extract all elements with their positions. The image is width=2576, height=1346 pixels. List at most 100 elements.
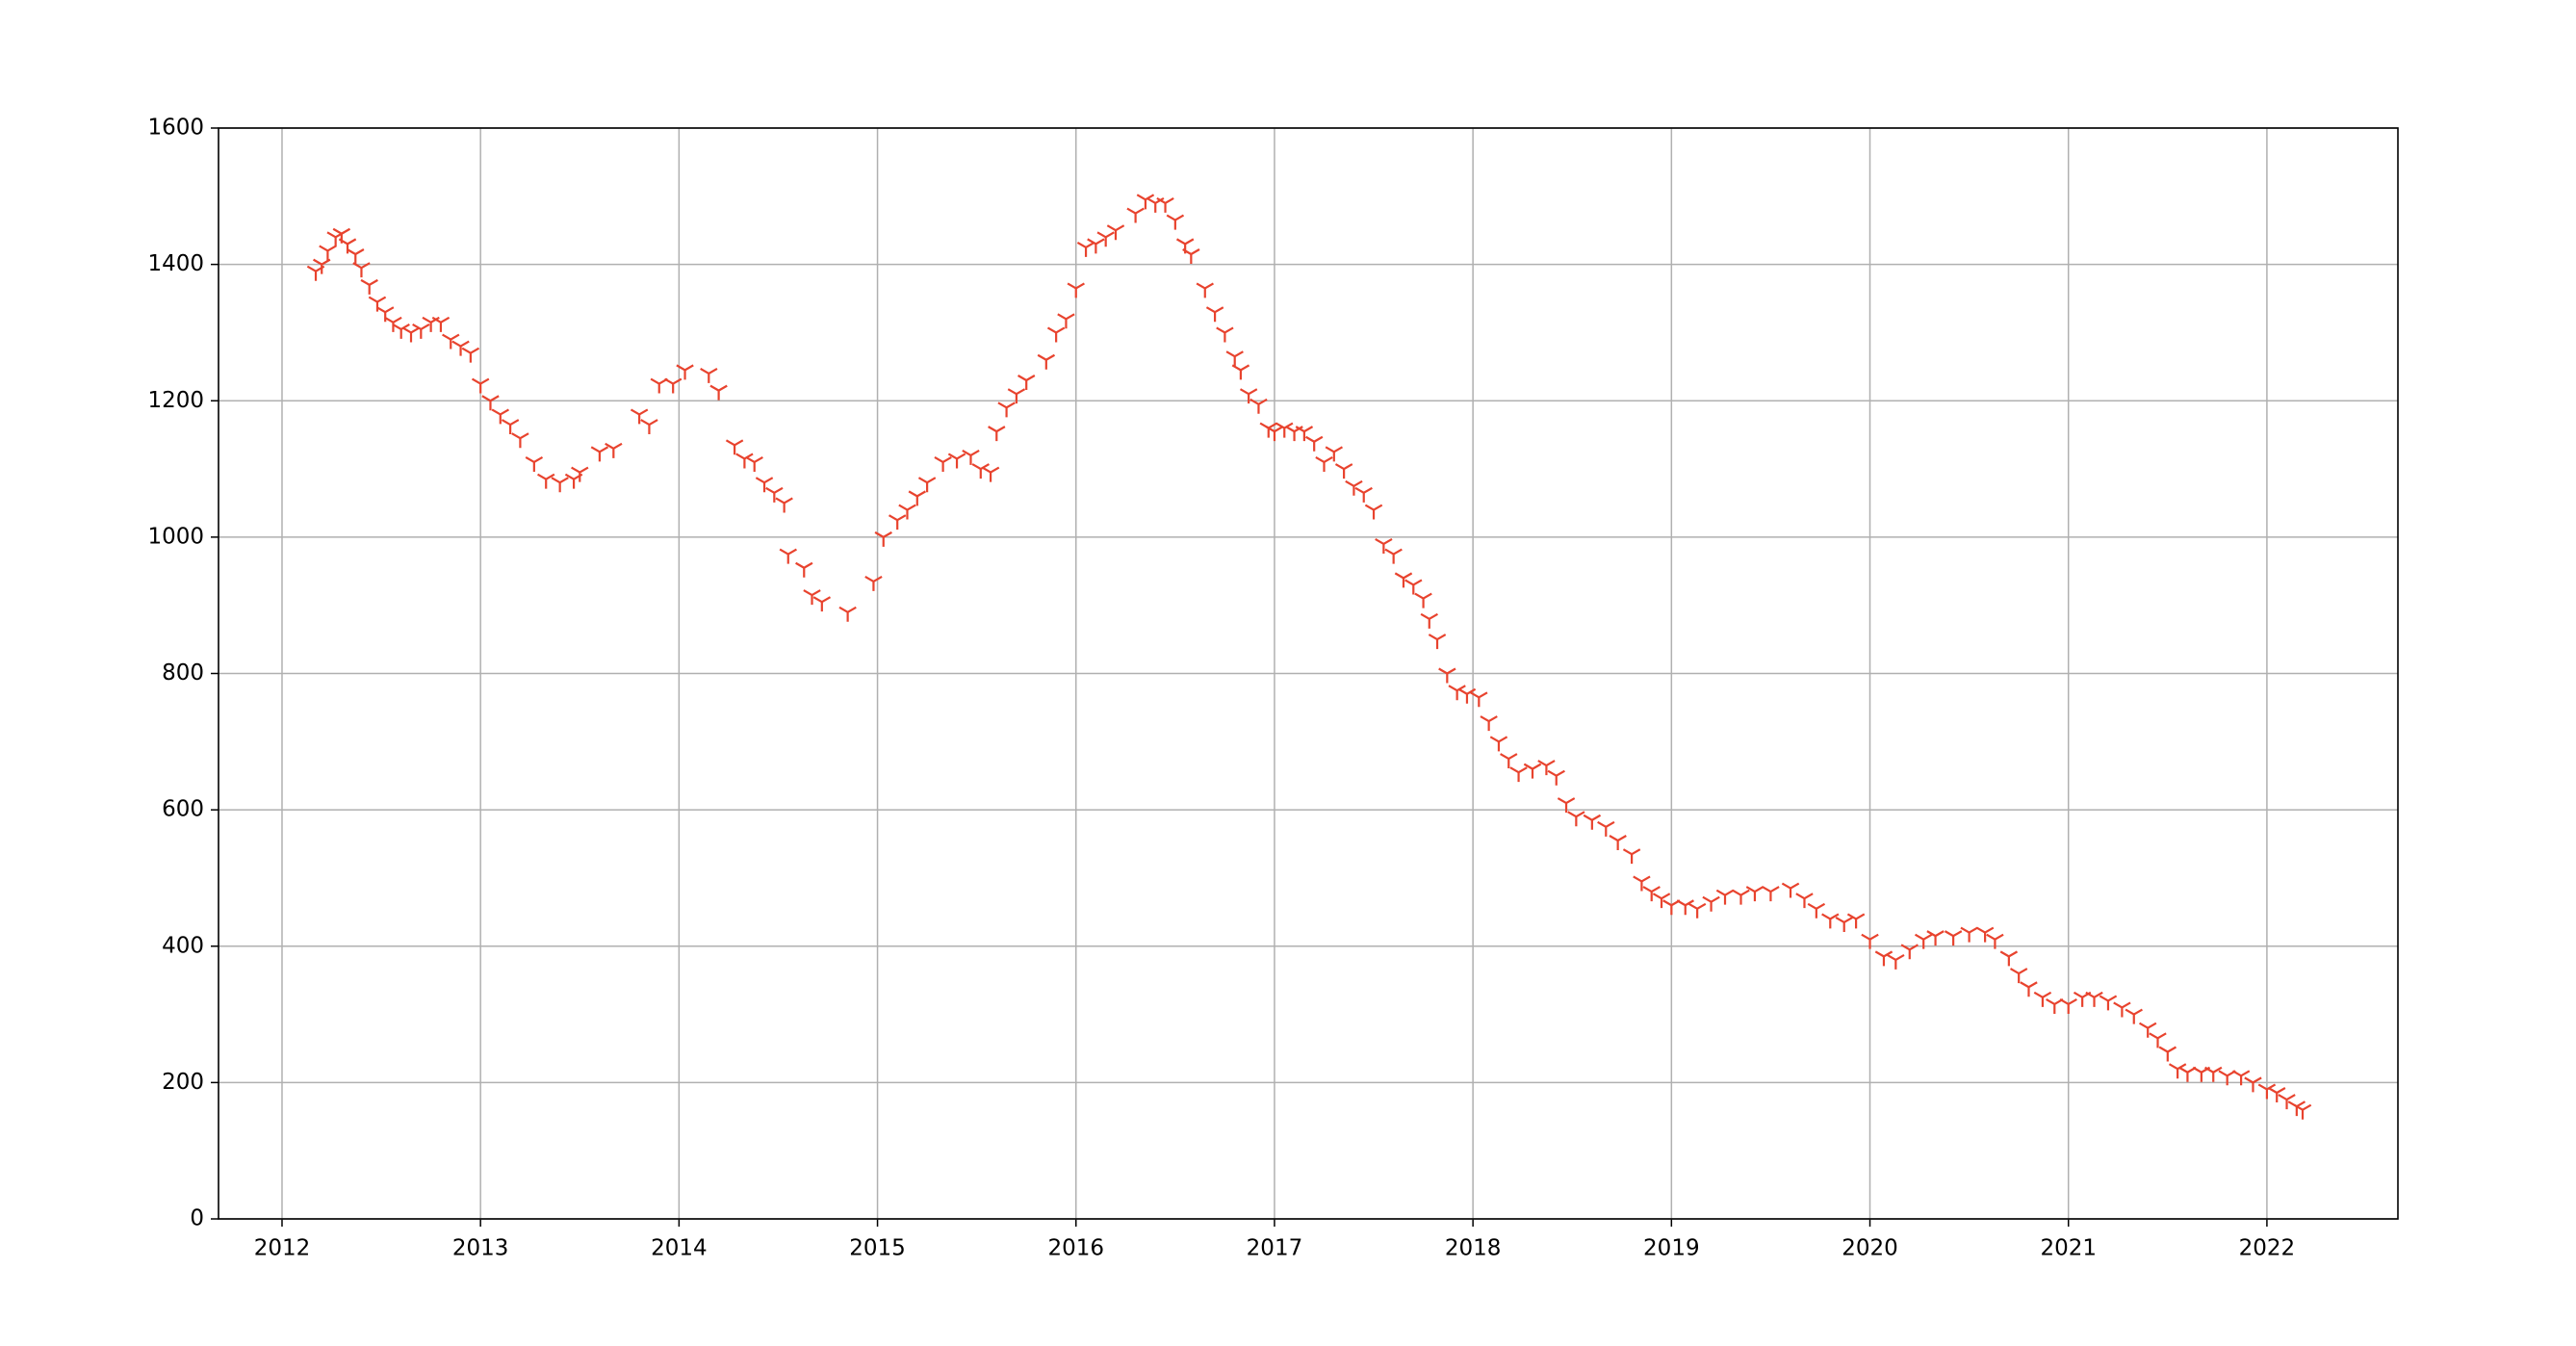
point (1404, 579, 1423, 595)
point (1239, 388, 1258, 404)
point (1414, 592, 1432, 608)
point (332, 227, 351, 244)
point (605, 442, 623, 458)
point (1835, 917, 1853, 932)
x-tick-label: 2019 (1643, 1236, 1700, 1261)
x-tick-label: 2014 (651, 1236, 708, 1261)
point (1537, 760, 1556, 776)
point (2113, 1001, 2131, 1018)
point (812, 596, 832, 612)
point (1017, 375, 1036, 391)
point (571, 466, 589, 482)
point (2046, 997, 2064, 1014)
point (2149, 1032, 2167, 1048)
point (1795, 893, 1814, 909)
point (908, 490, 927, 506)
point (501, 419, 520, 435)
point (874, 531, 892, 547)
point (1509, 766, 1528, 783)
point (2244, 1076, 2262, 1093)
point (650, 377, 668, 394)
point (1821, 913, 1840, 929)
point (676, 364, 694, 380)
x-tick-label: 2015 (849, 1236, 906, 1261)
point (1609, 835, 1627, 850)
point (1394, 572, 1413, 588)
point (1345, 479, 1363, 496)
point (1046, 326, 1066, 343)
point (2009, 968, 2028, 984)
point (471, 377, 490, 394)
point (1231, 364, 1250, 380)
point (2278, 1094, 2296, 1110)
point (1428, 634, 1447, 650)
point (1304, 435, 1324, 452)
point (537, 473, 555, 489)
point (2138, 1022, 2157, 1038)
y-tick-label: 600 (162, 797, 204, 822)
point (2168, 1063, 2187, 1079)
point (803, 589, 821, 606)
point (1583, 814, 1602, 830)
point (2268, 1087, 2286, 1102)
point (368, 296, 387, 312)
point (988, 426, 1006, 442)
point (1384, 548, 1403, 564)
point (525, 456, 544, 472)
point (1557, 797, 1576, 814)
point (1249, 398, 1268, 414)
point (1438, 667, 1456, 684)
point (2231, 1070, 2251, 1086)
y-tick-label: 1000 (147, 524, 204, 549)
point (1205, 306, 1224, 323)
point (347, 248, 365, 265)
point (1067, 282, 1085, 298)
point (401, 326, 421, 343)
point (1489, 736, 1508, 752)
point (1914, 933, 1933, 949)
plot-frame (218, 127, 2399, 1220)
point (917, 477, 937, 493)
point (755, 477, 774, 493)
x-tick-label: 2018 (1445, 1236, 1502, 1261)
point (491, 408, 510, 425)
point (352, 262, 371, 278)
point (1597, 820, 1615, 837)
point (745, 456, 763, 472)
point (431, 316, 451, 332)
point (1807, 902, 1826, 919)
point (511, 432, 529, 449)
point (1448, 685, 1466, 701)
point (2020, 981, 2038, 997)
point (1057, 313, 1075, 329)
point (779, 548, 797, 564)
point (1944, 930, 1963, 946)
point (1999, 950, 2019, 967)
point (1652, 893, 1671, 909)
point (1480, 715, 1498, 732)
point (1325, 446, 1344, 462)
point (1334, 463, 1353, 479)
point (962, 449, 980, 465)
point (451, 340, 470, 356)
point (1007, 388, 1026, 404)
point (1622, 848, 1641, 865)
point (1037, 353, 1056, 370)
point (1960, 926, 1978, 943)
point (2033, 991, 2052, 1007)
point (997, 401, 1016, 418)
y-tick-label: 800 (162, 660, 204, 686)
point (1420, 612, 1438, 629)
point (1196, 282, 1214, 298)
x-tick-label: 2013 (452, 1236, 509, 1261)
point (2085, 991, 2103, 1007)
y-tick-label: 200 (162, 1070, 204, 1095)
point (2293, 1103, 2312, 1120)
point (1096, 231, 1115, 247)
point (590, 446, 609, 462)
point (663, 377, 683, 394)
point (1715, 889, 1735, 905)
point (630, 408, 649, 425)
point (1567, 811, 1585, 827)
y-tick-label: 400 (162, 933, 204, 958)
